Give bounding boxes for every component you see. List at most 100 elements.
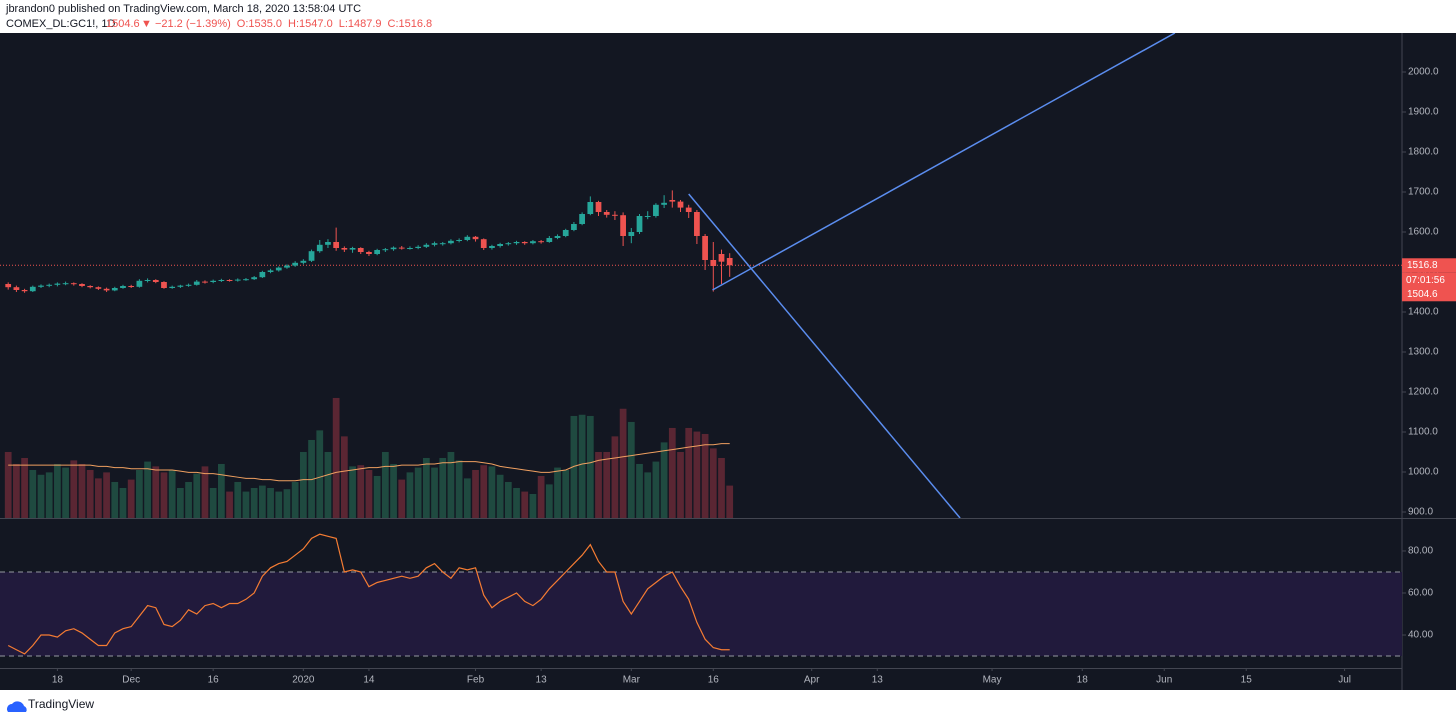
candle-body <box>661 202 667 205</box>
x-tick-label: 15 <box>1241 675 1253 686</box>
candle-body <box>275 267 282 271</box>
candle-body <box>267 270 274 272</box>
volume-bar <box>29 469 37 518</box>
candle-body <box>111 288 118 291</box>
volume-bar <box>234 481 242 518</box>
candle-body <box>234 279 241 281</box>
volume-bar <box>217 463 225 518</box>
y-tick-label: 1100.0 <box>1408 427 1438 438</box>
candle-body <box>161 282 167 288</box>
volume-bar <box>439 457 447 518</box>
y-tick-label: 1800.0 <box>1408 147 1439 158</box>
volume-bar <box>480 465 488 518</box>
candle-body <box>103 288 110 291</box>
ohlc-value: C:1516.8 <box>388 18 433 30</box>
candle-body <box>398 247 405 249</box>
last-price: 1504.6 <box>106 18 140 30</box>
candle-body <box>152 280 159 282</box>
candle-body <box>636 216 643 232</box>
y-tick-label: 1200.0 <box>1408 387 1439 398</box>
candle-body <box>505 243 512 245</box>
candle-body <box>202 281 208 283</box>
x-tick-label: Mar <box>623 675 641 686</box>
candle-body <box>46 284 53 286</box>
volume-bar <box>504 481 512 518</box>
candle-body <box>546 238 553 242</box>
trend-line <box>688 193 961 518</box>
volume-bar <box>521 491 529 518</box>
countdown-box <box>1402 272 1456 302</box>
volume-bar <box>177 487 184 518</box>
footer-bg <box>0 690 1456 720</box>
candle-body <box>677 201 684 208</box>
rsi-y-tick-label: 60.00 <box>1408 588 1433 599</box>
volume-bar <box>127 479 135 518</box>
x-tick-label: 13 <box>536 675 548 686</box>
volume-ma <box>8 443 730 482</box>
volume-bar <box>357 465 365 518</box>
candle-body <box>366 252 372 254</box>
volume-bar <box>545 484 553 518</box>
candle-body <box>210 280 217 282</box>
x-tick-label: 18 <box>52 675 64 686</box>
candle-body <box>489 246 495 248</box>
y-tick-label: 1300.0 <box>1408 347 1439 358</box>
volume-bar <box>267 487 274 518</box>
x-tick-label: 16 <box>708 675 720 686</box>
candle-body <box>120 286 126 288</box>
volume-bar <box>13 463 20 518</box>
candle-body <box>612 214 618 216</box>
change: ▼ −21.2 (−1.39%) <box>141 18 231 30</box>
volume-bar <box>103 472 110 518</box>
ohlc-value: O:1535.0 <box>237 18 282 30</box>
candle-body <box>38 285 44 287</box>
candle-body <box>177 285 184 287</box>
volume-bar <box>390 463 397 518</box>
volume-bar <box>709 448 717 518</box>
candle-body <box>292 262 299 266</box>
volume-bar <box>185 481 192 518</box>
volume-bar <box>373 475 381 518</box>
volume-bar <box>324 451 332 518</box>
rsi-y-tick-label: 40.00 <box>1408 630 1433 641</box>
candle-body <box>333 242 340 248</box>
volume-bar <box>554 467 561 518</box>
candle-body <box>554 236 561 238</box>
volume-bar <box>332 397 340 518</box>
header-bg <box>0 0 1456 33</box>
candle-body <box>382 249 389 251</box>
volume-bar <box>201 466 209 518</box>
volume-bar <box>168 469 176 518</box>
x-tick-label: 18 <box>1077 675 1089 686</box>
volume-bar <box>463 478 471 518</box>
y-tick-label: 900.0 <box>1408 507 1433 518</box>
volume-bar <box>111 481 119 518</box>
x-tick-label: 14 <box>363 675 375 686</box>
volume-bar <box>718 457 725 518</box>
candle-body <box>54 283 61 285</box>
candle-body <box>193 281 200 285</box>
ohlc-value: H:1547.0 <box>288 18 333 30</box>
volume-bar <box>283 489 291 518</box>
volume-bar <box>595 451 602 518</box>
candle-body <box>79 284 85 286</box>
volume-bar <box>586 415 594 518</box>
candle-body <box>308 251 315 261</box>
candle-body <box>62 283 69 285</box>
volume-bar <box>119 487 127 518</box>
x-tick-label: 2020 <box>292 675 315 686</box>
volume-bar <box>472 469 479 518</box>
x-tick-label: Jun <box>1156 675 1172 686</box>
volume-bar <box>660 442 668 518</box>
candle-body <box>357 248 364 252</box>
volume-bar <box>160 472 168 518</box>
volume-bar <box>677 451 684 518</box>
candle-body <box>5 284 12 288</box>
candle-body <box>218 280 225 281</box>
candle-body <box>480 239 487 248</box>
candle-body <box>431 243 438 245</box>
volume-bar <box>144 461 151 518</box>
volume-bar <box>242 491 250 518</box>
